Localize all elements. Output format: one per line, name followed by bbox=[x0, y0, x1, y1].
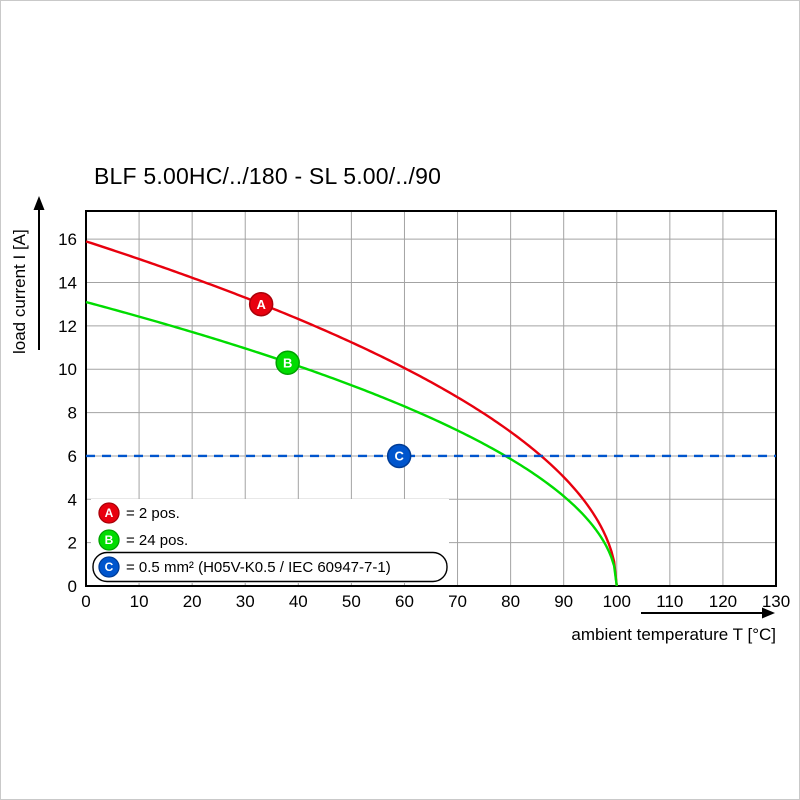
chart-title: BLF 5.00HC/../180 - SL 5.00/../90 bbox=[94, 163, 442, 189]
marker-letter-A: A bbox=[256, 297, 266, 312]
x-tick-label: 90 bbox=[554, 592, 573, 611]
axis-tick-labels: 0 10 20 30 40 50 60 70 80 90 100 110 120 130 0 2 4 6 8 10 12… bbox=[58, 230, 790, 611]
x-tick-label: 10 bbox=[130, 592, 149, 611]
y-axis-arrowhead-icon bbox=[33, 196, 45, 210]
x-axis-label: ambient temperature T [°C] bbox=[571, 625, 776, 644]
x-tick-label: 130 bbox=[762, 592, 790, 611]
y-tick-label: 6 bbox=[68, 447, 77, 466]
legend-label-A: = 2 pos. bbox=[126, 505, 180, 522]
y-axis-label: load current I [A] bbox=[10, 229, 29, 354]
series-markers: A B C bbox=[248, 291, 412, 469]
series-curves bbox=[85, 240, 776, 587]
x-axis-arrow bbox=[641, 607, 775, 619]
y-tick-label: 10 bbox=[58, 360, 77, 379]
legend-box bbox=[92, 551, 448, 583]
legend-letter-B: B bbox=[105, 533, 114, 547]
y-tick-label: 0 bbox=[68, 577, 77, 596]
x-tick-label: 60 bbox=[395, 592, 414, 611]
x-tick-label: 0 bbox=[81, 592, 90, 611]
x-tick-label: 120 bbox=[709, 592, 737, 611]
marker-letter-B: B bbox=[283, 356, 292, 371]
legend-label-B: = 24 pos. bbox=[126, 532, 188, 549]
curve-B bbox=[85, 300, 618, 587]
y-tick-label: 12 bbox=[58, 317, 77, 336]
x-tick-label: 40 bbox=[289, 592, 308, 611]
legend: A = 2 pos. B = 24 pos. C = 0.5 mm² (H05V-K0.5… bbox=[91, 499, 449, 583]
legend-letter-C: C bbox=[105, 560, 114, 574]
x-tick-label: 110 bbox=[656, 592, 683, 611]
y-tick-label: 8 bbox=[68, 404, 77, 423]
y-tick-label: 14 bbox=[58, 274, 77, 293]
x-tick-label: 30 bbox=[236, 592, 255, 611]
marker-C bbox=[386, 443, 412, 469]
y-tick-label: 4 bbox=[68, 490, 77, 509]
x-tick-label: 50 bbox=[342, 592, 361, 611]
legend-marker-B bbox=[98, 529, 120, 551]
legend-marker-A bbox=[98, 502, 120, 524]
y-tick-label: 2 bbox=[68, 534, 77, 553]
plot-frame bbox=[85, 210, 777, 587]
y-tick-label: 16 bbox=[58, 230, 77, 249]
x-tick-label: 20 bbox=[183, 592, 202, 611]
x-tick-label: 70 bbox=[448, 592, 467, 611]
x-tick-label: 100 bbox=[603, 592, 631, 611]
legend-letter-A: A bbox=[105, 506, 114, 520]
legend-marker-C bbox=[98, 556, 120, 578]
x-axis-arrowhead-icon bbox=[762, 607, 775, 619]
x-tick-label: 80 bbox=[501, 592, 520, 611]
marker-B bbox=[275, 350, 300, 375]
legend-backing bbox=[91, 499, 449, 583]
legend-label-C: = 0.5 mm² (H05V-K0.5 / IEC 60947-7-1) bbox=[126, 559, 391, 576]
y-axis-arrow bbox=[33, 196, 45, 350]
marker-letter-C: C bbox=[394, 449, 404, 464]
marker-A bbox=[248, 291, 274, 317]
curve-A bbox=[85, 240, 618, 587]
